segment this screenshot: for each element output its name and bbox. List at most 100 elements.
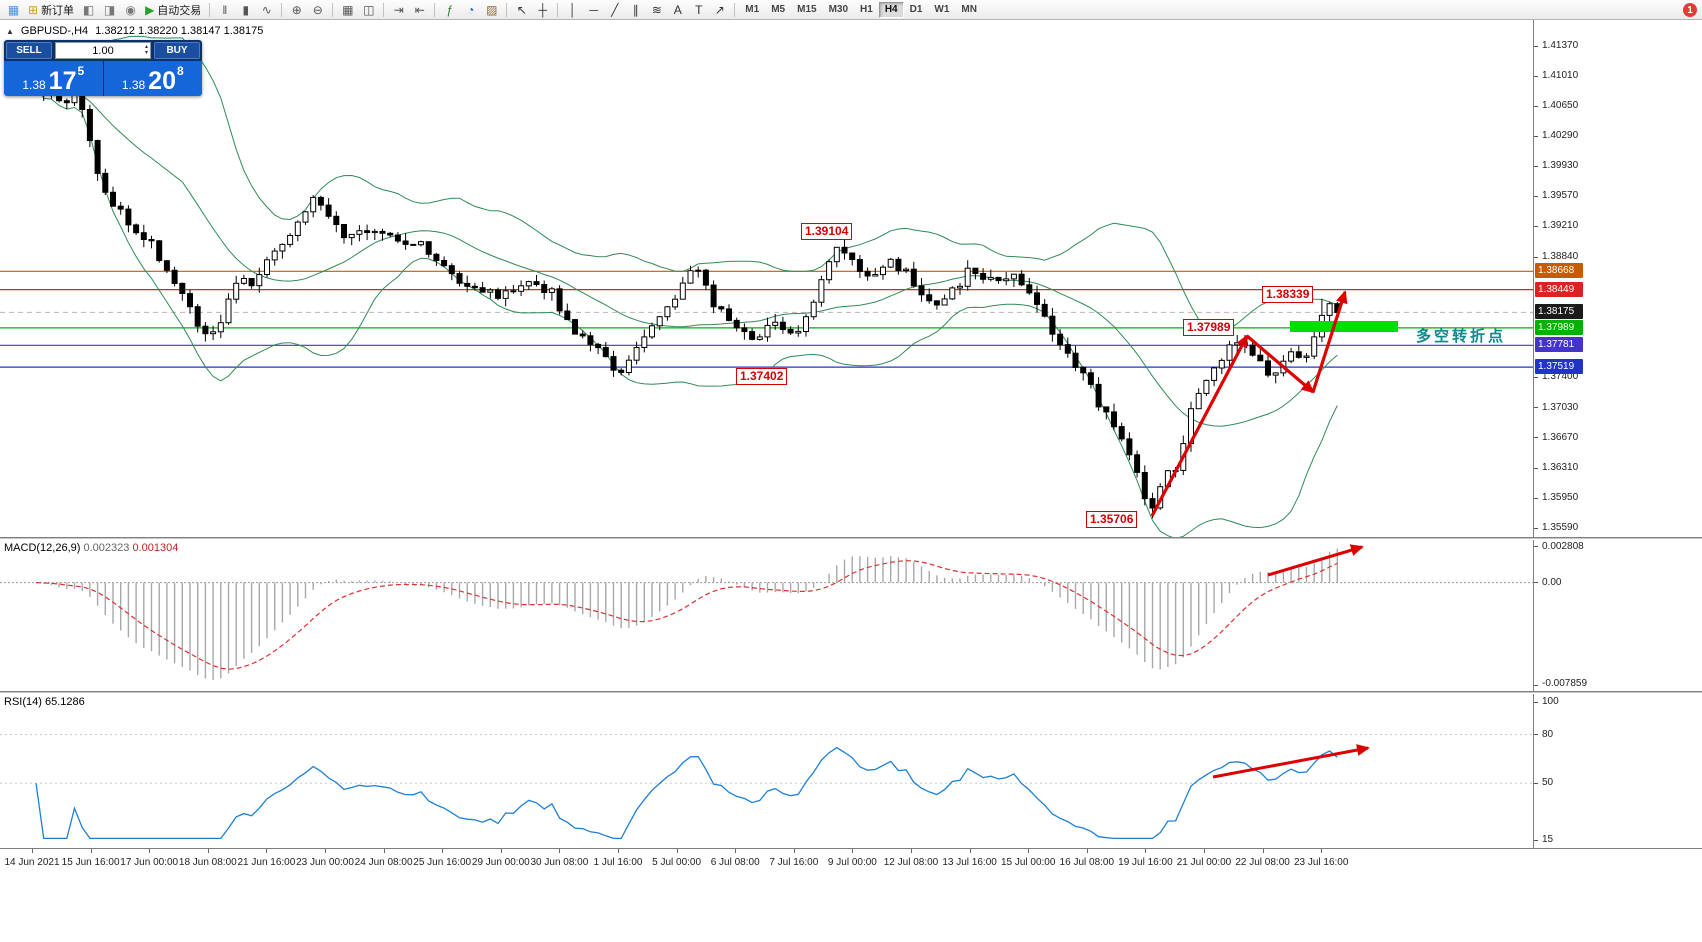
notification-badge[interactable]: 1 bbox=[1683, 3, 1697, 17]
y-axis-label: 1.40650 bbox=[1542, 100, 1579, 111]
horizontal-line-button[interactable]: ─ bbox=[583, 1, 604, 19]
macd-name: MACD(12,26,9) bbox=[4, 542, 81, 554]
fibonacci-button[interactable]: ≋ bbox=[646, 1, 667, 19]
time-axis-label: 24 Jun 08:00 bbox=[354, 857, 413, 868]
rsi-canvas[interactable] bbox=[0, 694, 1533, 848]
price-callout[interactable]: 1.38339 bbox=[1262, 286, 1314, 303]
autotrade-button[interactable]: ▶ 自动交易 bbox=[141, 1, 205, 19]
new-chart-button[interactable]: ▦ bbox=[3, 1, 24, 19]
panel-splitter[interactable] bbox=[0, 537, 1702, 540]
timeframe-H1-button[interactable]: H1 bbox=[860, 4, 873, 15]
templates-button[interactable]: ▨ bbox=[481, 1, 502, 19]
text-label-button[interactable]: T bbox=[688, 1, 709, 19]
macd-canvas[interactable] bbox=[0, 540, 1533, 691]
timeframe-M15-button[interactable]: M15 bbox=[797, 4, 817, 15]
time-axis-label: 5 Jul 00:00 bbox=[652, 857, 702, 868]
time-axis-label: 23 Jun 00:00 bbox=[296, 857, 354, 868]
timeframe-D1-button[interactable]: D1 bbox=[909, 4, 923, 15]
volume-down-icon[interactable]: ▾ bbox=[144, 50, 148, 56]
time-axis: 14 Jun 2021 15 Jun 16:00 17 Jun 00:00 18 Ju… bbox=[0, 848, 1702, 876]
volume-up-icon[interactable]: ▴ bbox=[144, 44, 148, 50]
bollinger-middle bbox=[35, 80, 1338, 427]
price-callout[interactable]: 1.39104 bbox=[801, 223, 853, 240]
time-axis-label: 13 Jul 16:00 bbox=[942, 857, 997, 868]
channel-button[interactable]: ∥ bbox=[625, 1, 646, 19]
time-axis-label: 6 Jul 08:00 bbox=[710, 857, 760, 868]
new-order-button-label: 新订单 bbox=[41, 4, 75, 17]
y-axis-label: 1.36310 bbox=[1542, 462, 1579, 473]
time-axis-label: 22 Jul 08:00 bbox=[1235, 857, 1290, 868]
chart-shift-button[interactable]: ⇤ bbox=[409, 1, 430, 19]
text-button[interactable]: A bbox=[667, 1, 688, 19]
volume-field[interactable]: 1.00 ▴ ▾ bbox=[55, 42, 151, 59]
time-axis-label: 23 Jul 16:00 bbox=[1293, 857, 1349, 868]
timeframe-MN-button[interactable]: MN bbox=[961, 4, 977, 15]
price-callouts-layer: 1.39104 1.38339 1.37989 1.37402 1.35706 bbox=[0, 20, 1533, 537]
y-axis-label: 1.40290 bbox=[1542, 130, 1579, 142]
buy-price[interactable]: 1.38 20 8 bbox=[103, 61, 202, 96]
arrows-button[interactable]: ↗ bbox=[709, 1, 730, 19]
panel-splitter[interactable] bbox=[0, 691, 1702, 694]
price-callout[interactable]: 1.37989 bbox=[1183, 319, 1235, 336]
timeframe-H4-button[interactable]: H4 bbox=[878, 1, 904, 18]
trend-arrow bbox=[1212, 744, 1370, 779]
volume-spinner[interactable]: ▴ ▾ bbox=[145, 44, 148, 56]
candle-chart-button[interactable]: ▮ bbox=[235, 1, 256, 19]
grid-button[interactable]: ▦ bbox=[337, 1, 358, 19]
line-chart-button[interactable]: ∿ bbox=[256, 1, 277, 19]
bollinger-upper bbox=[35, 35, 1338, 335]
timeframe-W1-button[interactable]: W1 bbox=[934, 4, 950, 15]
cursor-button-icon: ↖ bbox=[516, 2, 527, 17]
toolbar-separator bbox=[434, 2, 436, 17]
price-callout[interactable]: 1.35706 bbox=[1086, 511, 1138, 528]
templates-button-icon: ▨ bbox=[486, 2, 498, 17]
timeframe-M1-button[interactable]: M1 bbox=[745, 4, 760, 15]
trend-arrow bbox=[1150, 334, 1249, 517]
sell-price[interactable]: 1.38 17 5 bbox=[4, 61, 104, 96]
tile-windows-button[interactable]: ◫ bbox=[358, 1, 379, 19]
price-callout[interactable]: 1.37402 bbox=[736, 368, 788, 385]
time-axis-label: 15 Jul 00:00 bbox=[1000, 857, 1056, 868]
market-watch-button[interactable]: ◧ bbox=[78, 1, 99, 19]
main-chart-canvas[interactable] bbox=[0, 20, 1533, 537]
toolbar: ▦ ⊞ 新订单 ◧ ◨ ◉ ▶ 自动交易 ‖ ▮ ∿ ⊕ ⊖ ▦ ◫ ⇥ ⇤ ƒ ◔ ▨ ↖ ┼ │ ─ ╱ ∥ ≋ A T ↗ M1 M5 M… bbox=[0, 0, 1702, 20]
price-tag: 1.37781 bbox=[1535, 337, 1583, 353]
rsi-label: RSI(14) 65.1286 bbox=[4, 696, 85, 708]
cursor-button[interactable]: ↖ bbox=[511, 1, 532, 19]
timeframe-M30-button[interactable]: M30 bbox=[828, 4, 849, 15]
time-axis-label: 17 Jun 00:00 bbox=[120, 857, 179, 868]
time-axis-label: 21 Jun 16:00 bbox=[237, 857, 296, 868]
crosshair-button-icon: ┼ bbox=[538, 2, 548, 17]
toolbar-separator bbox=[506, 2, 508, 17]
zoom-out-button[interactable]: ⊖ bbox=[307, 1, 328, 19]
trendline-button[interactable]: ╱ bbox=[604, 1, 625, 19]
crosshair-button[interactable]: ┼ bbox=[532, 1, 553, 19]
zoom-in-button[interactable]: ⊕ bbox=[286, 1, 307, 19]
chart-annotation-text[interactable]: 多空转折点 bbox=[1416, 328, 1507, 345]
buy-button[interactable]: BUY bbox=[154, 42, 200, 59]
terminal-button[interactable]: ◉ bbox=[120, 1, 141, 19]
indicators-button[interactable]: ƒ bbox=[439, 1, 460, 19]
toolbar-separator bbox=[557, 2, 559, 17]
timeframe-M5-button[interactable]: M5 bbox=[771, 4, 786, 15]
candles-layer bbox=[33, 74, 1341, 519]
horizontal-line-button-icon: ─ bbox=[589, 2, 599, 17]
trend-arrow bbox=[1245, 334, 1315, 394]
navigator-button[interactable]: ◨ bbox=[99, 1, 120, 19]
vertical-line-button-icon: │ bbox=[569, 2, 577, 17]
time-axis-label: 29 Jun 00:00 bbox=[471, 857, 530, 868]
time-axis-label: 19 Jul 16:00 bbox=[1118, 857, 1173, 868]
sell-button[interactable]: SELL bbox=[6, 42, 52, 59]
trendline-button-icon: ╱ bbox=[611, 2, 619, 17]
macd-label: MACD(12,26,9) 0.002323 0.001304 bbox=[4, 542, 178, 554]
vertical-line-button[interactable]: │ bbox=[562, 1, 583, 19]
trend-arrow bbox=[1311, 290, 1348, 393]
text-label-button-icon: T bbox=[695, 2, 703, 17]
bar-chart-button-icon: ‖ bbox=[222, 2, 228, 17]
autotrade-button-label: 自动交易 bbox=[157, 4, 202, 17]
new-order-button[interactable]: ⊞ 新订单 bbox=[24, 1, 78, 19]
periods-button[interactable]: ◔ bbox=[460, 1, 481, 19]
channel-button-icon: ∥ bbox=[632, 2, 639, 17]
bar-chart-button[interactable]: ‖ bbox=[214, 1, 235, 19]
auto-scroll-button[interactable]: ⇥ bbox=[388, 1, 409, 19]
